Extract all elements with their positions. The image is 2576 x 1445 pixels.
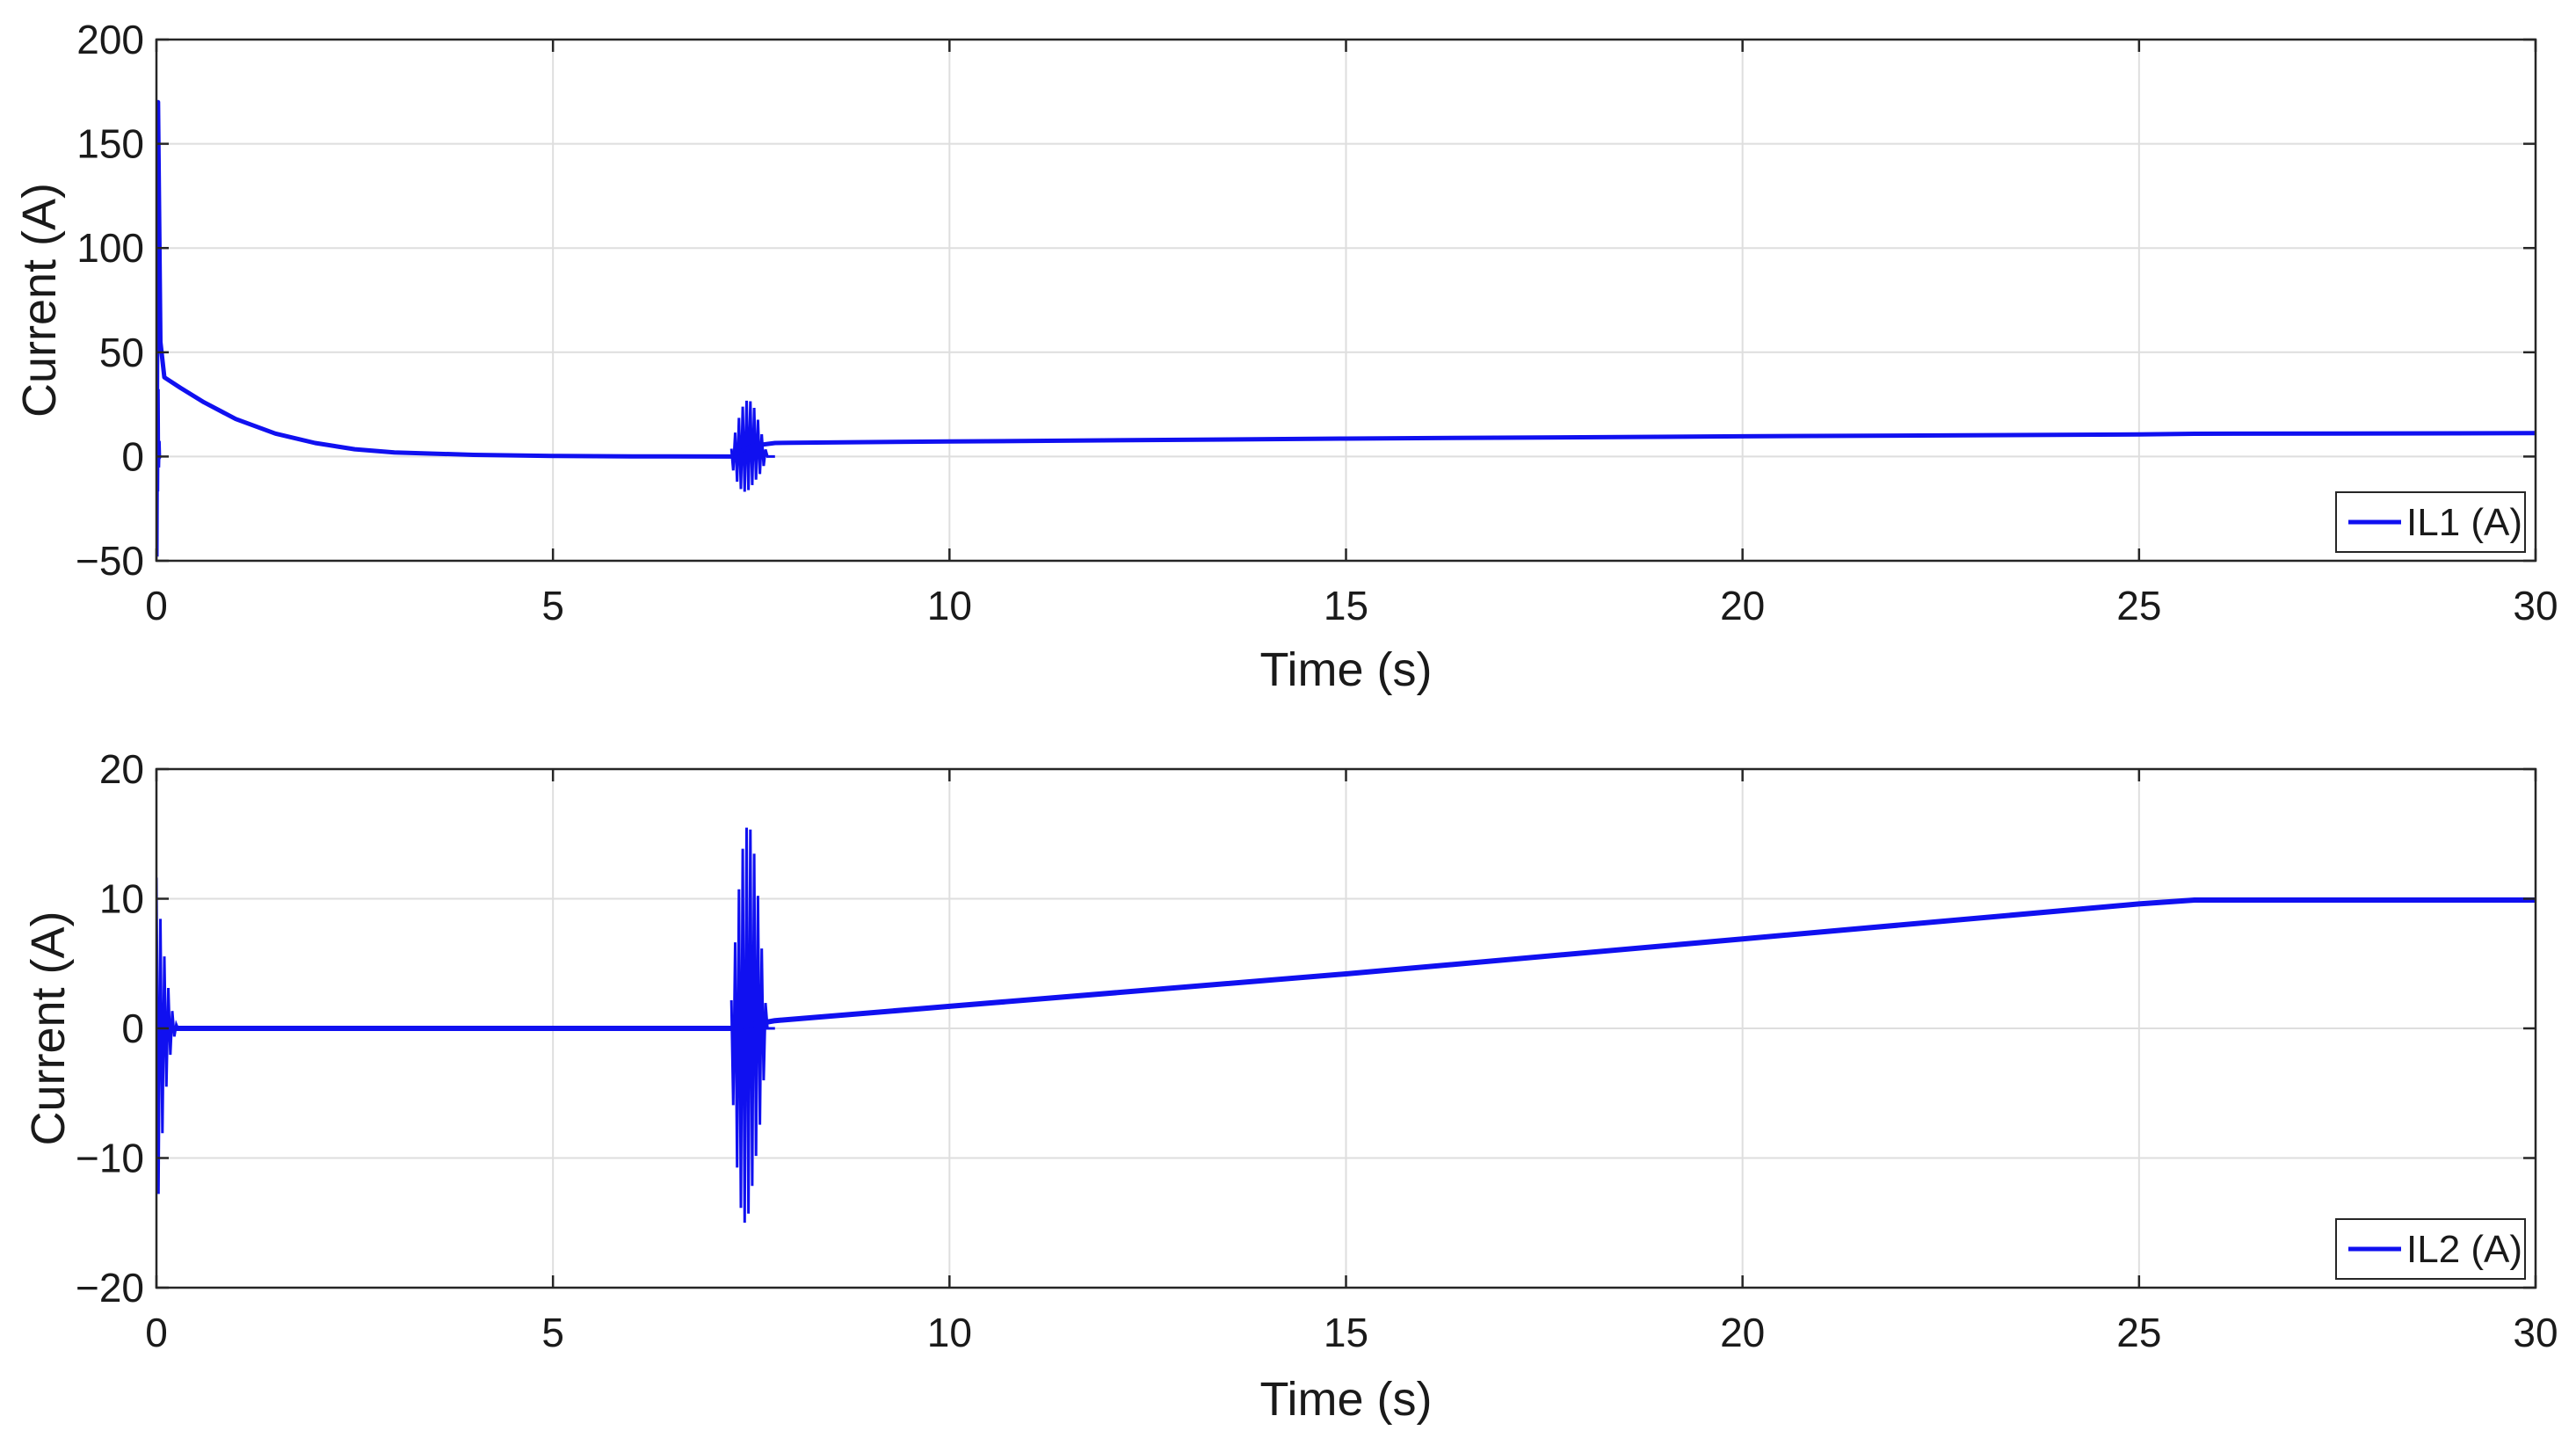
legend: IL1 (A) xyxy=(2335,491,2526,553)
x-tick-label: 10 xyxy=(927,583,972,628)
x-tick-label: 0 xyxy=(145,1310,168,1355)
x-tick-label: 0 xyxy=(145,583,168,628)
y-axis-label: Current (A) xyxy=(22,911,75,1145)
series-line xyxy=(156,99,2536,557)
x-tick-label: 30 xyxy=(2513,1310,2558,1355)
y-tick-label: 50 xyxy=(99,330,144,375)
legend-label: IL2 (A) xyxy=(2406,1228,2522,1271)
y-tick-label: 10 xyxy=(99,876,144,922)
x-tick-label: 30 xyxy=(2513,583,2558,628)
x-axis-label: Time (s) xyxy=(1260,643,1433,696)
x-tick-label: 25 xyxy=(2116,583,2161,628)
y-tick-label: 0 xyxy=(121,1006,144,1051)
x-tick-label: 15 xyxy=(1324,583,1368,628)
y-tick-label: −50 xyxy=(76,538,144,584)
y-tick-label: 100 xyxy=(76,225,144,271)
subplot-2: 0 5 10 15 20 25 30 −20 −10 0 10 20 Time (s) Current (… xyxy=(22,746,2558,1426)
x-tick-label: 10 xyxy=(927,1310,972,1355)
x-tick-label: 5 xyxy=(541,583,564,628)
y-tick-label: 150 xyxy=(76,121,144,167)
y-axis-label: Current (A) xyxy=(13,183,66,418)
y-tick-label: 200 xyxy=(76,17,144,62)
y-tick-label: 0 xyxy=(121,433,144,479)
series-line xyxy=(156,897,2536,1031)
x-tick-label: 20 xyxy=(1720,1310,1765,1355)
y-tick-label: −20 xyxy=(76,1265,144,1311)
x-axis-label: Time (s) xyxy=(1260,1373,1433,1426)
x-tick-label: 25 xyxy=(2116,1310,2161,1355)
x-tick-label: 5 xyxy=(541,1310,564,1355)
x-tick-label: 15 xyxy=(1324,1310,1368,1355)
data-layer xyxy=(156,827,2536,1224)
y-tick-label: −10 xyxy=(76,1136,144,1181)
legend: IL2 (A) xyxy=(2335,1218,2526,1280)
transient-burst xyxy=(729,827,775,1224)
y-tick-label: 20 xyxy=(99,746,144,792)
transient-burst xyxy=(156,877,181,1194)
x-tick-label: 20 xyxy=(1720,583,1765,628)
legend-label: IL1 (A) xyxy=(2406,501,2522,544)
